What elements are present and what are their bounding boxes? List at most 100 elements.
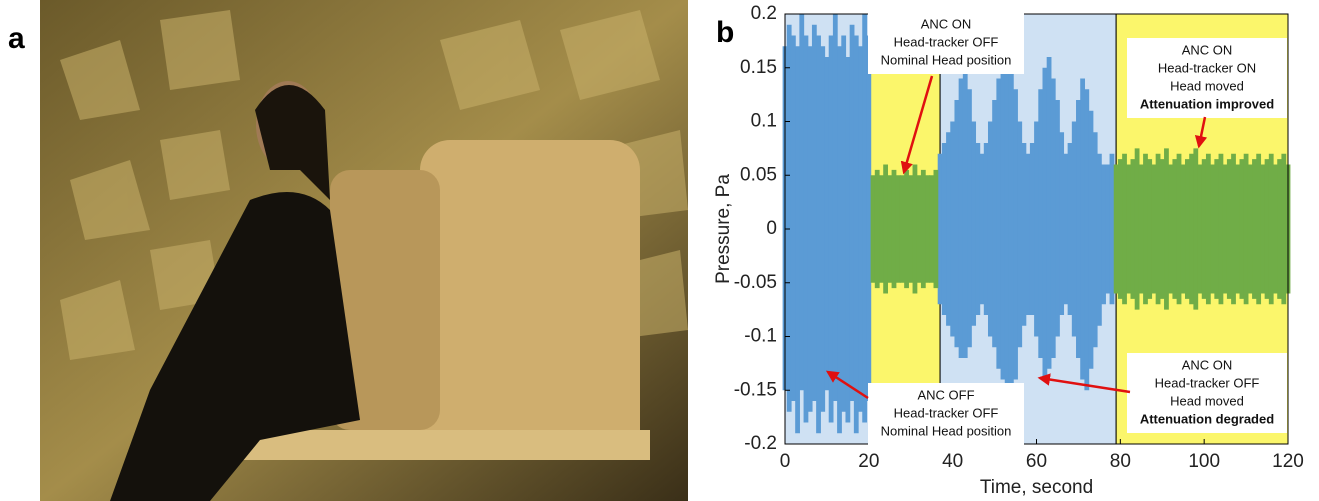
annotation-arrow [825,370,869,400]
signal-range [1038,89,1044,358]
signal-range [962,67,968,358]
signal-range [904,169,909,289]
panel-label: a [8,22,25,55]
signal-range [887,175,893,283]
signal-range [1004,57,1010,391]
annotation-box [1127,353,1287,433]
signal-range [1013,89,1018,380]
signal-range [1172,159,1178,299]
annotation-text: ANC ON [921,16,972,31]
signal-range [803,35,809,423]
y-tick-label: -0.1 [744,326,777,347]
annotation-text: Head-tracker OFF [894,405,999,420]
y-tick-label: 0.2 [751,3,777,24]
signal-range [1071,121,1077,337]
annotation-text: Head-tracker OFF [894,34,999,49]
signal-range [920,169,926,289]
signal-range [1025,153,1031,315]
signal-range [1260,164,1266,294]
signal-range [975,143,981,315]
signal-range [1243,153,1249,305]
signal-range [1096,153,1102,326]
signal-range [967,89,972,348]
signal-range [1168,164,1174,294]
signal-range [786,24,792,412]
signal-range [1155,153,1161,305]
signal-range [841,35,847,412]
signal-range [971,121,977,326]
x-tick-label: 20 [858,451,879,472]
signal-range [1080,78,1086,380]
annotation-arrow [1037,373,1131,394]
signal-range [1138,164,1144,294]
signal-range [1134,148,1140,310]
annotation-arrow [900,75,934,175]
signal-range [799,14,805,391]
signal-range [1252,159,1257,299]
signal-range [992,100,997,348]
signal-range [1117,159,1123,299]
signal-range [1034,121,1039,337]
signal-range [908,175,914,283]
signal-range [1092,132,1098,348]
signal-range [1159,159,1165,299]
signal-range [853,35,859,434]
signal-range [983,143,989,315]
signal-range [849,24,855,401]
signal-range [891,169,897,289]
signal-range [1239,159,1245,299]
signal-range [1264,159,1270,299]
signal-range [845,57,851,423]
signal-range [1210,164,1215,294]
y-tick-label: -0.2 [744,433,777,454]
signal-range [1214,159,1220,299]
signal-range [916,175,922,283]
y-tick-label: 0.1 [751,111,777,132]
annotation-emphasis: Attenuation improved [1140,96,1274,111]
signal-range [925,175,930,283]
annotation-arrow [1194,116,1208,149]
y-tick-label: -0.15 [734,379,777,400]
signal-range [816,35,821,434]
signal-range [1063,153,1069,305]
signal-range [1126,164,1132,294]
signal-range [1088,110,1094,369]
signal-range [866,35,872,401]
annotation-box [868,383,1024,445]
annotation-box [1127,38,1287,118]
y-tick-label: 0.15 [740,57,777,78]
signal-range [1055,100,1060,337]
signal-range [1201,159,1207,299]
signal-range [832,14,838,401]
signal-range [1147,159,1153,299]
signal-range [929,175,935,283]
signal-range [811,24,817,401]
signal-range [1193,148,1199,310]
signal-range [820,46,826,412]
signal-range [1281,153,1287,305]
signal-range [946,132,951,326]
signal-range [1113,164,1119,294]
signal-range [1109,153,1115,305]
signal-range [950,121,956,337]
signal-range [1000,67,1006,380]
signal-range [1185,159,1190,299]
photo [40,0,688,501]
x-tick-label: 60 [1026,451,1047,472]
signal-range [1222,164,1228,294]
signal-range [937,153,943,305]
signal-range [1021,143,1027,326]
signal-range [1101,164,1106,305]
signal-range [1067,143,1073,315]
annotation-text: Nominal Head position [881,52,1012,67]
annotation-text: ANC ON [1182,42,1233,57]
signal-range [1226,159,1232,299]
signal-range [795,46,800,434]
signal-range [1164,148,1169,310]
signal-range [1247,164,1253,294]
signal-range [1205,153,1211,305]
annotation-text: Head moved [1170,393,1244,408]
annotation-text: Head-tracker OFF [1155,375,1260,390]
signal-range [807,46,813,412]
signal-range [824,57,830,391]
